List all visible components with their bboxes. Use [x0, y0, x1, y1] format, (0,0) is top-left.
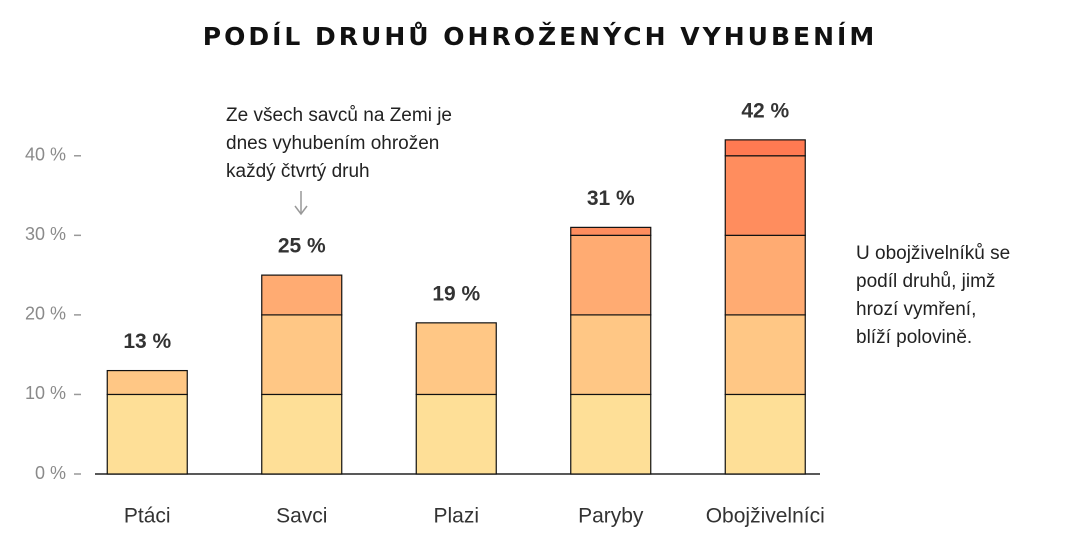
bar-segment — [570, 234, 652, 316]
bar-segment — [724, 314, 806, 396]
bar-segment — [261, 314, 343, 396]
bar-segment — [724, 155, 806, 236]
x-tick-label: Ptáci — [124, 505, 171, 528]
y-tick-label: 30 % — [25, 224, 66, 244]
chart-title: PODÍL DRUHŮ OHROŽENÝCH VYHUBENÍM — [203, 21, 877, 51]
annotation: každý čtvrtý druh — [226, 161, 370, 182]
annotation-arrow-head — [294, 205, 308, 216]
bar-segment — [570, 314, 652, 396]
bar-segment — [261, 393, 343, 475]
x-tick-label: Paryby — [578, 505, 644, 528]
y-tick-label: 40 % — [25, 145, 66, 165]
x-tick-label: Savci — [276, 505, 327, 528]
annotation: blíží polovině. — [856, 327, 972, 348]
bar-segment — [106, 369, 188, 396]
total-label: 19 % — [432, 282, 480, 305]
y-tick-label: 10 % — [25, 383, 66, 403]
x-tick-label: Plazi — [433, 505, 479, 528]
bar-segment — [570, 393, 652, 475]
annotation: podíl druhů, jimž — [856, 271, 995, 292]
total-label: 31 % — [587, 187, 635, 210]
annotation: U obojživelníků se — [856, 243, 1010, 264]
y-tick-label: 20 % — [25, 304, 66, 324]
annotation: Ze všech savců na Zemi je — [226, 105, 452, 126]
bar-segment — [261, 274, 343, 316]
bar-segment — [106, 393, 188, 475]
total-label: 25 % — [278, 235, 326, 258]
annotation: hrozí vymření, — [856, 299, 976, 320]
bar-segment — [724, 139, 806, 157]
y-tick-label: 0 % — [35, 463, 66, 483]
bar-segment — [724, 234, 806, 316]
bar-segment — [415, 393, 497, 475]
bar-segment — [570, 226, 652, 236]
bar-segment — [724, 393, 806, 475]
total-label: 13 % — [123, 330, 171, 353]
annotation: dnes vyhubením ohrožen — [226, 133, 439, 154]
total-label: 42 % — [741, 99, 789, 122]
x-tick-label: Obojživelníci — [706, 505, 825, 528]
bar-segment — [415, 322, 497, 396]
